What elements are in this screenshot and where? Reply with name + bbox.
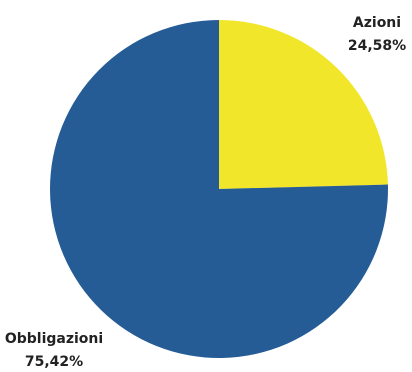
pie-slice-obbligazioni	[49, 20, 388, 359]
slice-value-azioni: 24,58%	[348, 38, 406, 54]
pie-slices	[49, 20, 388, 359]
slice-value-obbligazioni: 75,42%	[25, 354, 83, 370]
slice-label-obbligazioni: Obbligazioni	[5, 331, 103, 347]
slice-label-azioni: Azioni	[353, 15, 401, 31]
pie-slice-azioni	[219, 20, 388, 189]
